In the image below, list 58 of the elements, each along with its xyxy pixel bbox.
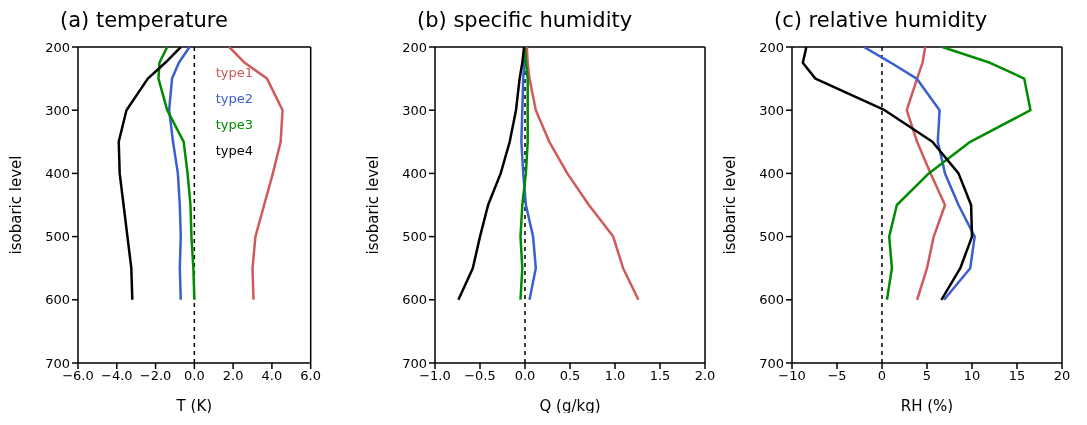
y-tick-label: 600: [759, 292, 784, 308]
x-tick-label: −5: [827, 368, 847, 384]
x-tick-label: −2.0: [139, 368, 172, 384]
series-label: type1: [215, 64, 253, 82]
x-axis-title: T (K): [175, 397, 213, 415]
x-tick-label: 4.0: [261, 368, 283, 384]
y-axis-title: isobaric level: [721, 155, 740, 255]
y-tick-label: 600: [45, 292, 70, 308]
line-series: [905, 47, 947, 302]
text: type4: [215, 142, 253, 160]
y-tick-label: 600: [402, 292, 427, 308]
x-tick-label: 15: [1008, 368, 1026, 384]
x-tick-label: −6.0: [62, 368, 94, 384]
text: type3: [215, 116, 253, 134]
x-tick-label: 10: [963, 368, 981, 384]
x-tick-label: 0.0: [184, 368, 205, 384]
y-tick-label: 400: [759, 166, 784, 182]
x-tick-label: 1.0: [604, 368, 626, 384]
line-series: [519, 47, 529, 302]
y-tick-label: 700: [402, 355, 427, 371]
y-tick-label: 700: [45, 355, 70, 371]
x-tick-label: 20: [1053, 368, 1071, 384]
x-tick-label: 2.0: [222, 368, 244, 384]
x-tick-label: 0: [877, 368, 887, 384]
x-tick-label: 1.5: [649, 368, 671, 384]
y-tick-label: 700: [759, 355, 784, 371]
x-tick-label: 2.0: [694, 368, 716, 384]
y-axis-title: isobaric level: [7, 155, 26, 255]
x-tick-label: −1.0: [419, 368, 451, 384]
y-tick-label: 200: [402, 39, 427, 55]
y-tick-label: 300: [45, 102, 70, 118]
y-tick-label: 400: [402, 166, 427, 182]
x-tick-label: 5: [922, 368, 932, 384]
chart-title: (a) temperature: [59, 8, 229, 34]
y-tick-label: 300: [402, 102, 427, 118]
line-series: [862, 47, 976, 302]
line-series: [167, 47, 191, 302]
y-tick-label: 500: [45, 229, 70, 245]
y-axis-title: isobaric level: [364, 155, 383, 255]
y-tick-label: 200: [45, 39, 70, 55]
y-tick-label: 300: [759, 102, 784, 118]
y-tick-label: 400: [45, 166, 70, 182]
chart-title: (c) relative humidity: [773, 8, 989, 34]
x-tick-label: −4.0: [100, 368, 133, 384]
x-axis-title: RH (%): [900, 397, 954, 415]
y-tick-label: 500: [759, 229, 784, 245]
x-tick-label: −10: [778, 368, 806, 384]
line-series: [525, 47, 640, 302]
x-tick-label: 0.0: [514, 368, 536, 384]
text: type2: [215, 90, 253, 108]
line-series: [885, 47, 1032, 302]
line-series: [157, 47, 196, 302]
x-tick-label: −0.5: [464, 368, 496, 384]
x-tick-label: 6.0: [300, 368, 322, 384]
y-tick-label: 500: [402, 229, 427, 245]
x-tick-label: 0.5: [559, 368, 581, 384]
y-tick-label: 200: [759, 39, 784, 55]
chart-title: (b) specific humidity: [416, 8, 634, 34]
